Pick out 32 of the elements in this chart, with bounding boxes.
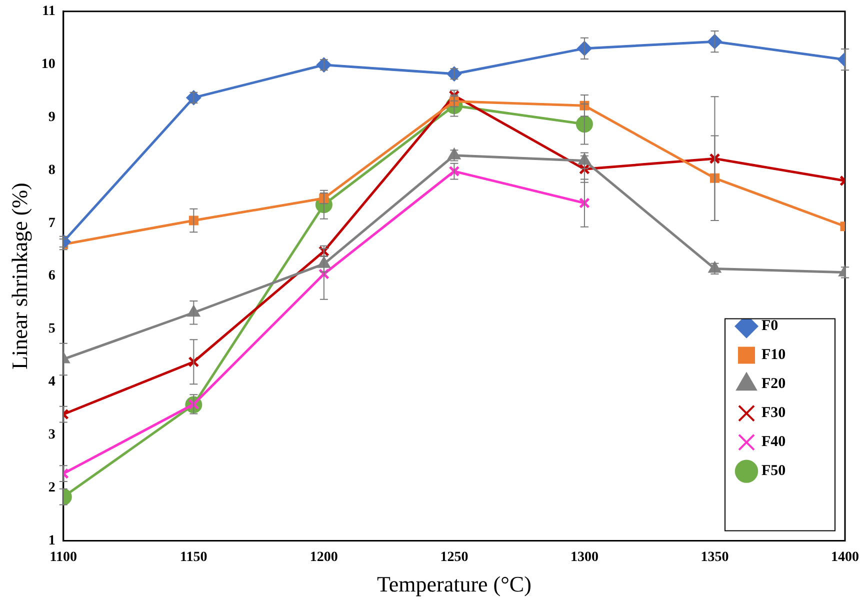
legend-label: F30 — [762, 405, 786, 422]
legend-label: F40 — [762, 434, 786, 450]
legend-label: F0 — [762, 318, 778, 334]
y-tick-label: 7 — [48, 216, 56, 231]
x-tick-label: 1150 — [180, 550, 208, 565]
y-tick-label: 9 — [48, 110, 56, 125]
y-tick-label: 10 — [41, 56, 56, 72]
point — [840, 266, 850, 278]
point — [578, 198, 590, 209]
x-tick-label: 1200 — [310, 550, 338, 565]
x-tick-label: 1400 — [831, 550, 859, 565]
point — [316, 57, 332, 72]
y-tick-label: 6 — [48, 268, 56, 284]
x-tick-label: 1250 — [440, 550, 468, 565]
legend-label: F20 — [762, 376, 786, 392]
y-tick-label: 5 — [48, 322, 56, 337]
x-tick-label: 1300 — [570, 550, 598, 565]
point — [446, 66, 462, 82]
x-tick-label: 1100 — [50, 550, 78, 565]
x-axis-title: Temperature (°C) — [376, 572, 532, 597]
y-tick-label: 2 — [48, 480, 56, 496]
y-tick-label: 8 — [48, 162, 56, 178]
y-tick-label: 4 — [48, 374, 56, 390]
y-tick-label: 1 — [48, 533, 56, 548]
legend-label: F50 — [762, 463, 786, 480]
point — [576, 116, 593, 133]
x-tick-label: 1350 — [700, 550, 729, 565]
y-tick-label: 11 — [42, 4, 56, 20]
y-axis-title: Linear shrinkage (%) — [6, 182, 32, 370]
point — [186, 90, 202, 106]
legend-label: F10 — [762, 347, 786, 364]
y-tick-label: 3 — [48, 428, 56, 443]
